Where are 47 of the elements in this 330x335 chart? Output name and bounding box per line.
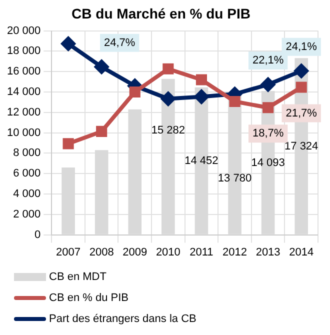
point [196,74,208,86]
x-tick-label: 2010 [156,246,180,258]
data-label: 17 324 [284,140,318,152]
y-tick-label: 18 000 [6,45,41,58]
chart-title: CB du Marché en % du PIB [72,5,250,22]
point [94,60,109,74]
y-tick-label: 16 000 [6,66,41,78]
y-tick-label: 10 000 [6,126,41,139]
data-label: 15 282 [151,124,186,136]
x-tick-label: 2013 [256,246,280,258]
y-tick-label: 20 000 [6,24,41,37]
y-tick-label: 14 000 [6,86,41,98]
x-tick-label: 2011 [190,246,214,258]
point [194,90,208,104]
point [229,96,240,108]
point [161,92,176,106]
y-tick-label: 6 000 [13,168,41,180]
data-label: 24,7% [104,36,136,49]
point [296,82,307,93]
point [262,102,274,114]
point [96,126,108,137]
point [162,63,174,74]
data-label: 22,1% [252,54,284,67]
data-label: 24,1% [286,40,318,53]
legend-label: CB en % du PIB [49,292,128,304]
x-tick-label: 2012 [222,246,248,258]
x-tick-label: 2009 [122,246,148,258]
data-label: 18,7% [252,128,284,140]
x-tick-label: 2014 [289,246,314,258]
data-label: 13 780 [218,172,252,185]
legend-label: CB en MDT [49,270,106,282]
y-tick-label: 8 000 [13,147,41,160]
point [129,86,140,98]
data-label: 21,7% [286,107,318,120]
point [261,78,276,92]
legend-label: Part des étrangers dans la CB [49,312,196,324]
y-tick-label: 12 000 [6,106,41,118]
point [294,64,308,78]
y-tick-label: 2 000 [13,208,41,220]
point [62,138,74,150]
x-tick-label: 2007 [56,246,81,258]
y-tick-label: 4 000 [13,188,41,200]
data-label: 14 452 [184,155,218,168]
y-tick-label: 0 [34,228,41,241]
point [61,36,76,51]
data-label: 14 093 [251,156,285,169]
x-tick-label: 2008 [89,246,114,258]
